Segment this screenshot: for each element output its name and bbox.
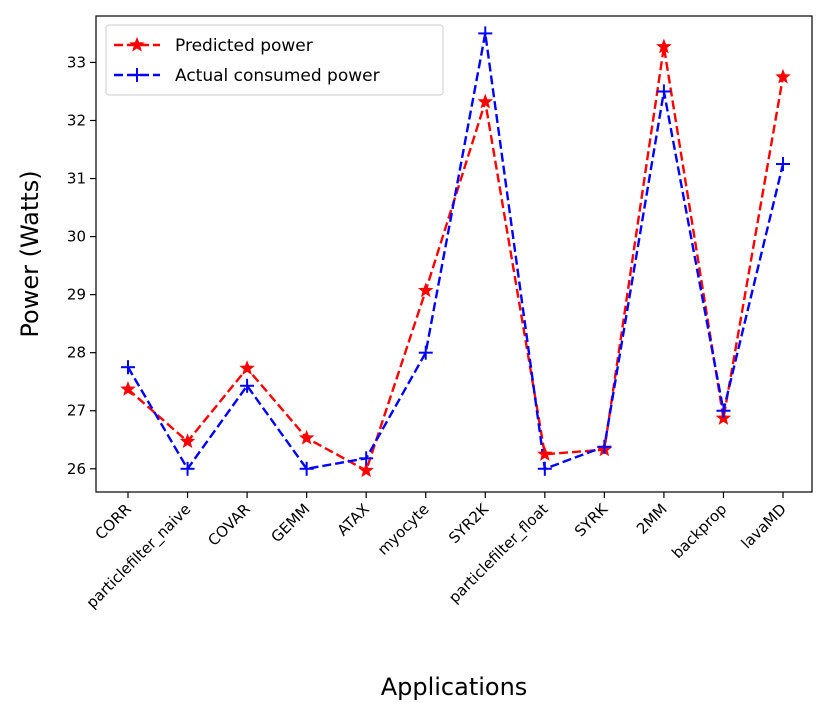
series-line-1 xyxy=(126,33,785,471)
series-1-point xyxy=(478,26,493,41)
legend-marker-predicted xyxy=(129,36,145,52)
x-tick-label: particlefilter_naive xyxy=(83,500,195,612)
y-tick-label: 30 xyxy=(67,228,86,246)
series-line-0 xyxy=(127,46,785,473)
x-tick-label: lavaMD xyxy=(738,500,790,552)
x-tick-label: SYR2K xyxy=(445,499,493,547)
series-0-point xyxy=(239,360,255,375)
x-tick-label: GEMM xyxy=(268,500,314,546)
x-tick-label: SYRK xyxy=(571,499,612,540)
x-tick-label: ATAX xyxy=(334,500,373,539)
y-tick-label: 28 xyxy=(67,344,86,362)
series-1-point xyxy=(180,461,195,476)
y-tick-label: 26 xyxy=(67,460,86,478)
series-1-point xyxy=(299,461,314,476)
legend-marker-actual xyxy=(130,68,144,82)
legend-entry-actual: Actual consumed power xyxy=(114,66,380,86)
series-0-point xyxy=(120,381,136,396)
series-0-point xyxy=(477,93,493,109)
series-0-point xyxy=(656,38,672,54)
x-tick-label: particlefilter_float xyxy=(445,500,552,607)
x-tick-label: CORR xyxy=(92,500,135,543)
y-tick-label: 29 xyxy=(67,286,86,304)
x-tick-label: COVAR xyxy=(204,500,254,550)
series-0-point xyxy=(537,446,553,461)
x-tick-label: backprop xyxy=(668,500,730,562)
y-tick-label: 33 xyxy=(67,53,86,71)
legend-entry-predicted: Predicted power xyxy=(114,36,313,56)
series-0-point xyxy=(358,462,374,478)
series-0-point xyxy=(298,429,315,445)
series-0-point xyxy=(775,68,791,84)
y-tick-label: 27 xyxy=(67,402,86,420)
series-1-point xyxy=(537,461,552,476)
legend-label-actual: Actual consumed power xyxy=(175,66,380,86)
legend-marker-shape xyxy=(129,36,145,52)
series-1-point xyxy=(716,403,731,418)
series-0-point xyxy=(418,282,434,298)
y-tick-label: 32 xyxy=(67,111,86,129)
y-axis: 26 27 28 29 30 31 32 33 xyxy=(67,53,96,478)
x-axis-label: Applications xyxy=(381,673,528,701)
legend-marker-shape xyxy=(130,68,144,82)
data-marks xyxy=(120,26,791,478)
legend: Predicted power Actual consumed power xyxy=(105,24,444,96)
series-1-point xyxy=(656,84,671,99)
legend-box xyxy=(105,24,444,96)
series-1-point xyxy=(776,157,790,172)
series-1-point xyxy=(418,345,433,360)
plot-frame xyxy=(95,15,813,493)
legend-label-predicted: Predicted power xyxy=(175,36,313,56)
series-1-point xyxy=(597,439,612,454)
y-axis-label: Power (Watts) xyxy=(16,170,44,337)
y-tick-label: 31 xyxy=(67,170,86,188)
series-0-point xyxy=(179,433,196,449)
x-tick-label: 2MM xyxy=(633,500,671,538)
series-1-point xyxy=(240,378,255,393)
series-1-point xyxy=(121,360,135,375)
x-tick-label: myocyte xyxy=(374,500,433,559)
series-1-point xyxy=(359,451,374,466)
